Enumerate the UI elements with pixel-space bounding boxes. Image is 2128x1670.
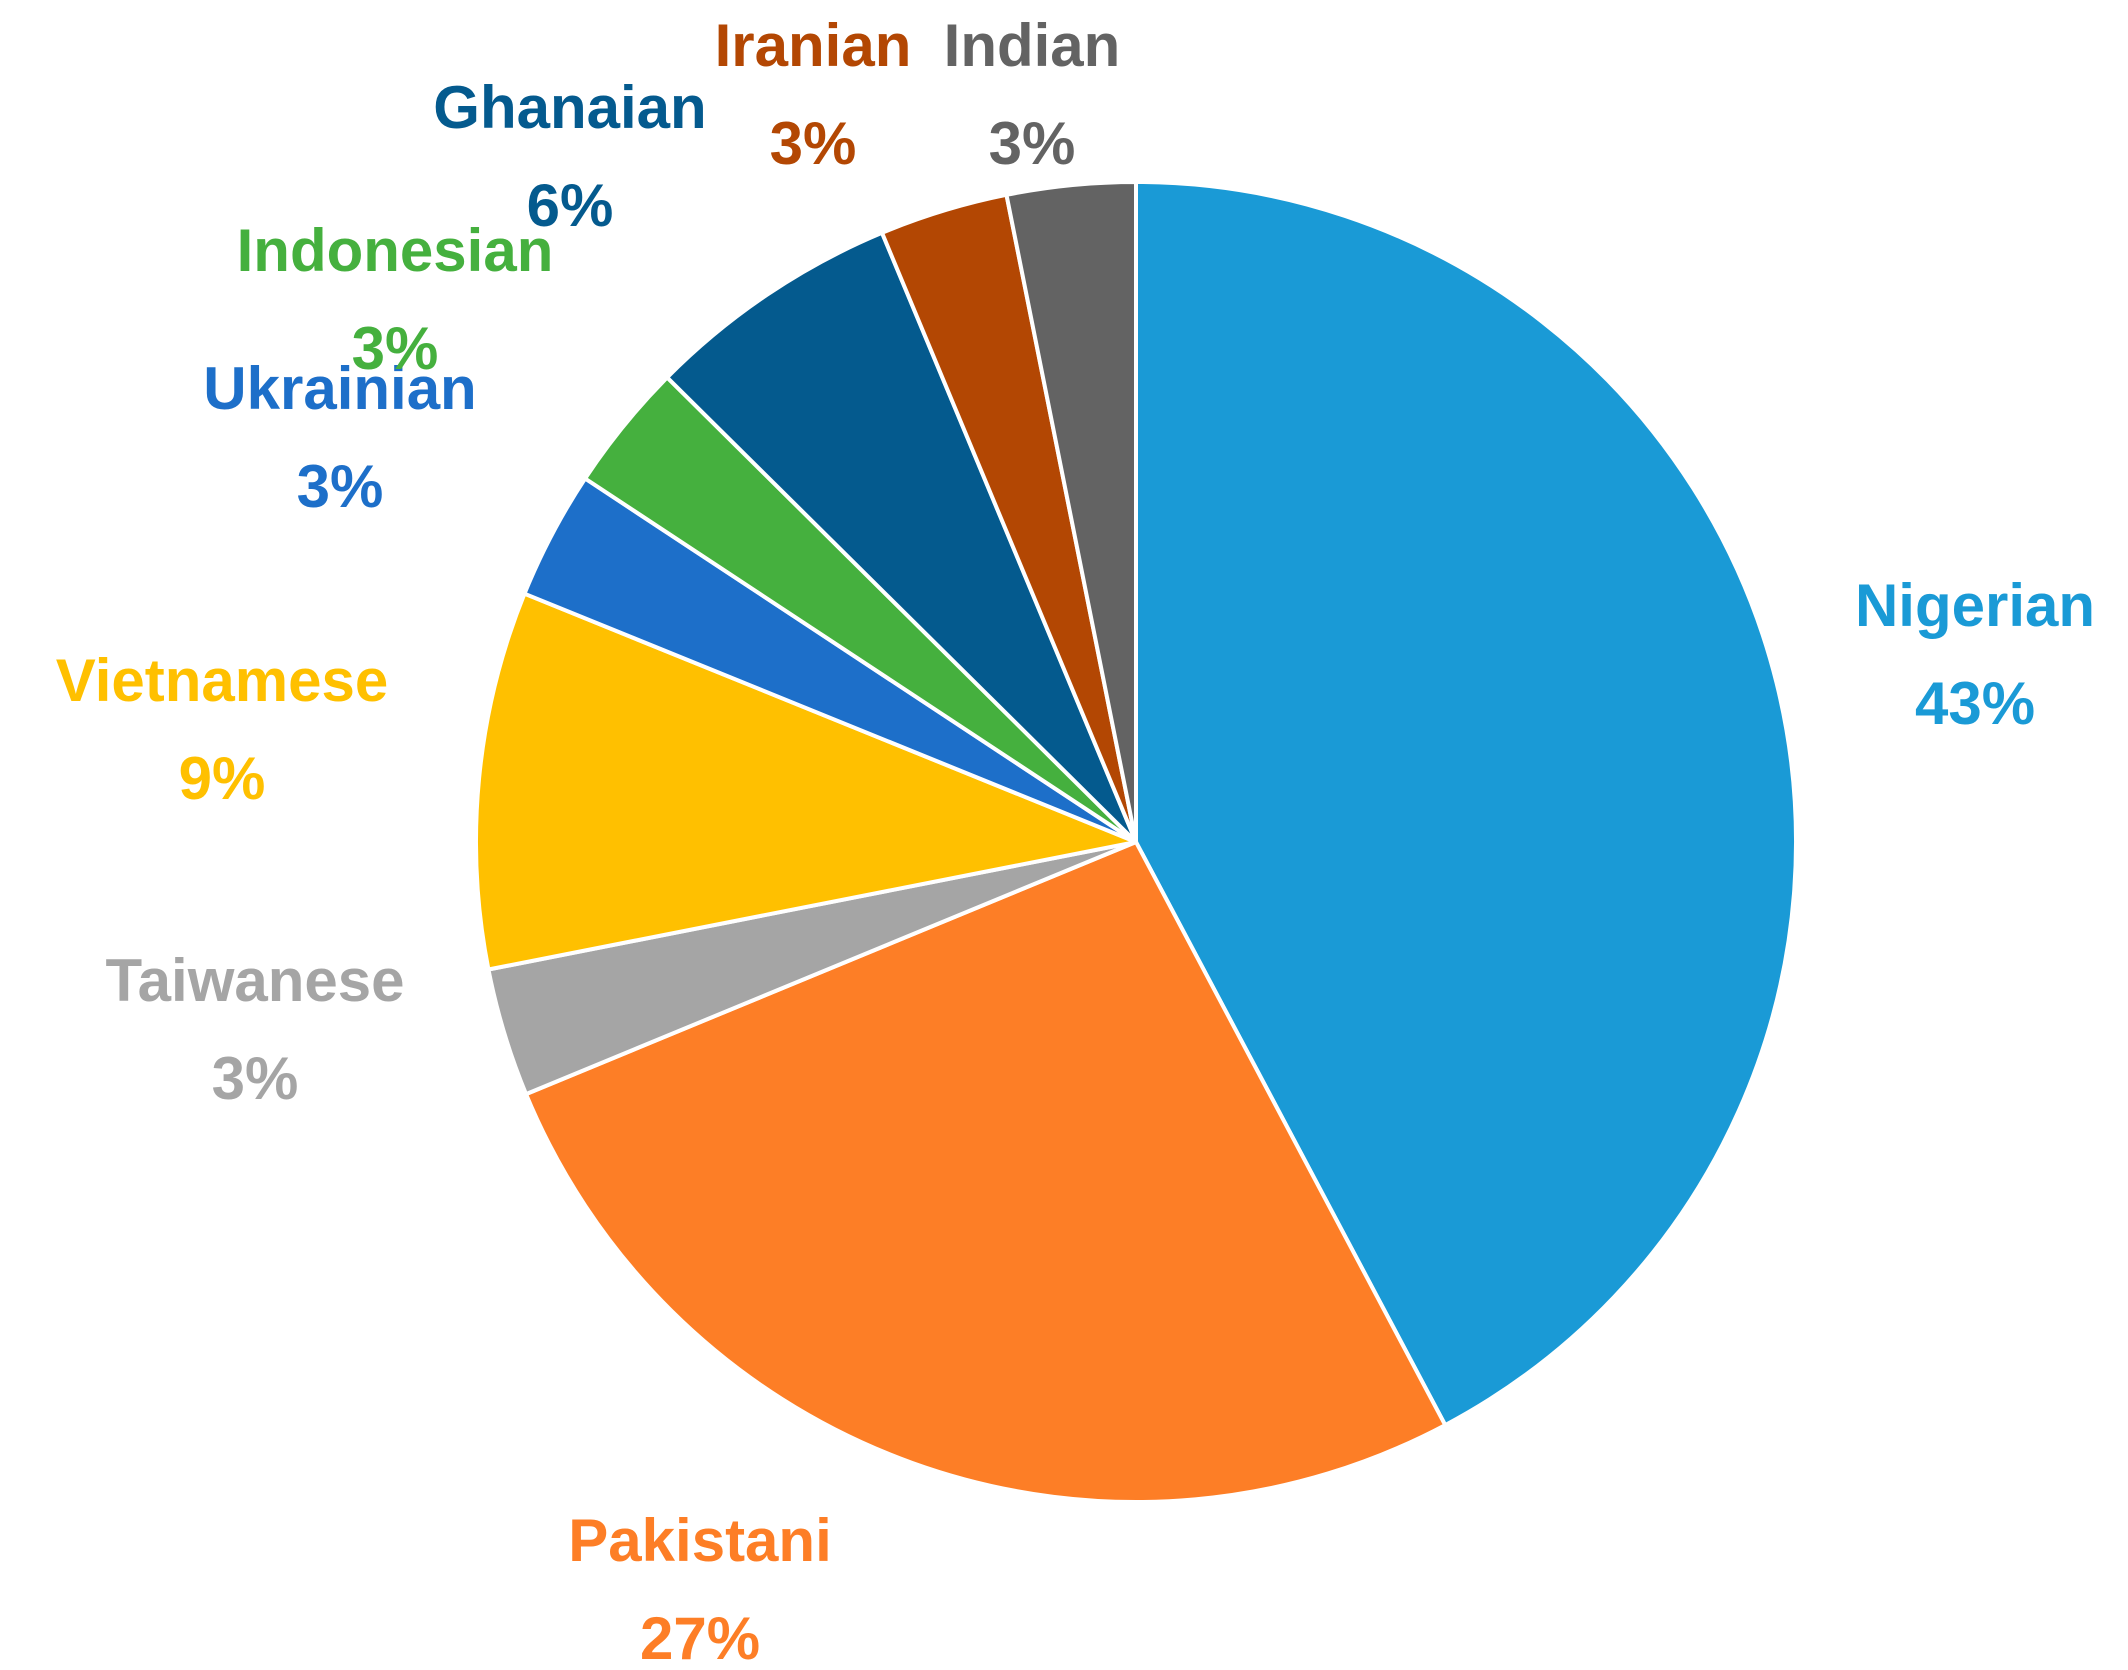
data-label-percent-vietnamese: 9%	[179, 745, 266, 812]
slices-layer	[473, 180, 1798, 1504]
pie-slice-indian	[1004, 180, 1138, 844]
data-label-percent-indian: 3%	[989, 110, 1076, 177]
pie-slice-vietnamese	[473, 591, 1138, 972]
data-label-name-ghanaian: Ghanaian	[433, 74, 706, 141]
data-label-name-ukrainian: Ukrainian	[203, 355, 476, 422]
data-label-percent-iranian: 3%	[770, 110, 857, 177]
data-label-name-iranian: Iranian	[715, 12, 912, 79]
data-label-percent-taiwanese: 3%	[212, 1045, 299, 1112]
data-label-name-vietnamese: Vietnamese	[56, 647, 388, 714]
data-label-percent-ghanaian: 6%	[527, 172, 614, 239]
data-label-name-pakistani: Pakistani	[568, 1507, 831, 1574]
data-label-percent-indonesian: 3%	[352, 315, 439, 382]
pie-slice-pakistani	[524, 840, 1448, 1504]
data-label-percent-ukrainian: 3%	[297, 453, 384, 520]
data-label-name-indonesian: Indonesian	[237, 217, 554, 284]
pie-slice-ghanaian	[665, 230, 1138, 844]
data-label-name-taiwanese: Taiwanese	[105, 947, 404, 1014]
pie-slice-nigerian	[1134, 180, 1798, 1428]
data-label-name-nigerian: Nigerian	[1855, 572, 2095, 639]
data-label-percent-pakistani: 27%	[640, 1605, 760, 1670]
labels-layer: Nigerian 43% Pakistani 27% Taiwanese 3% Vietna…	[56, 12, 2095, 1670]
data-label-percent-nigerian: 43%	[1915, 670, 2035, 737]
data-label-name-indian: Indian	[944, 12, 1121, 79]
